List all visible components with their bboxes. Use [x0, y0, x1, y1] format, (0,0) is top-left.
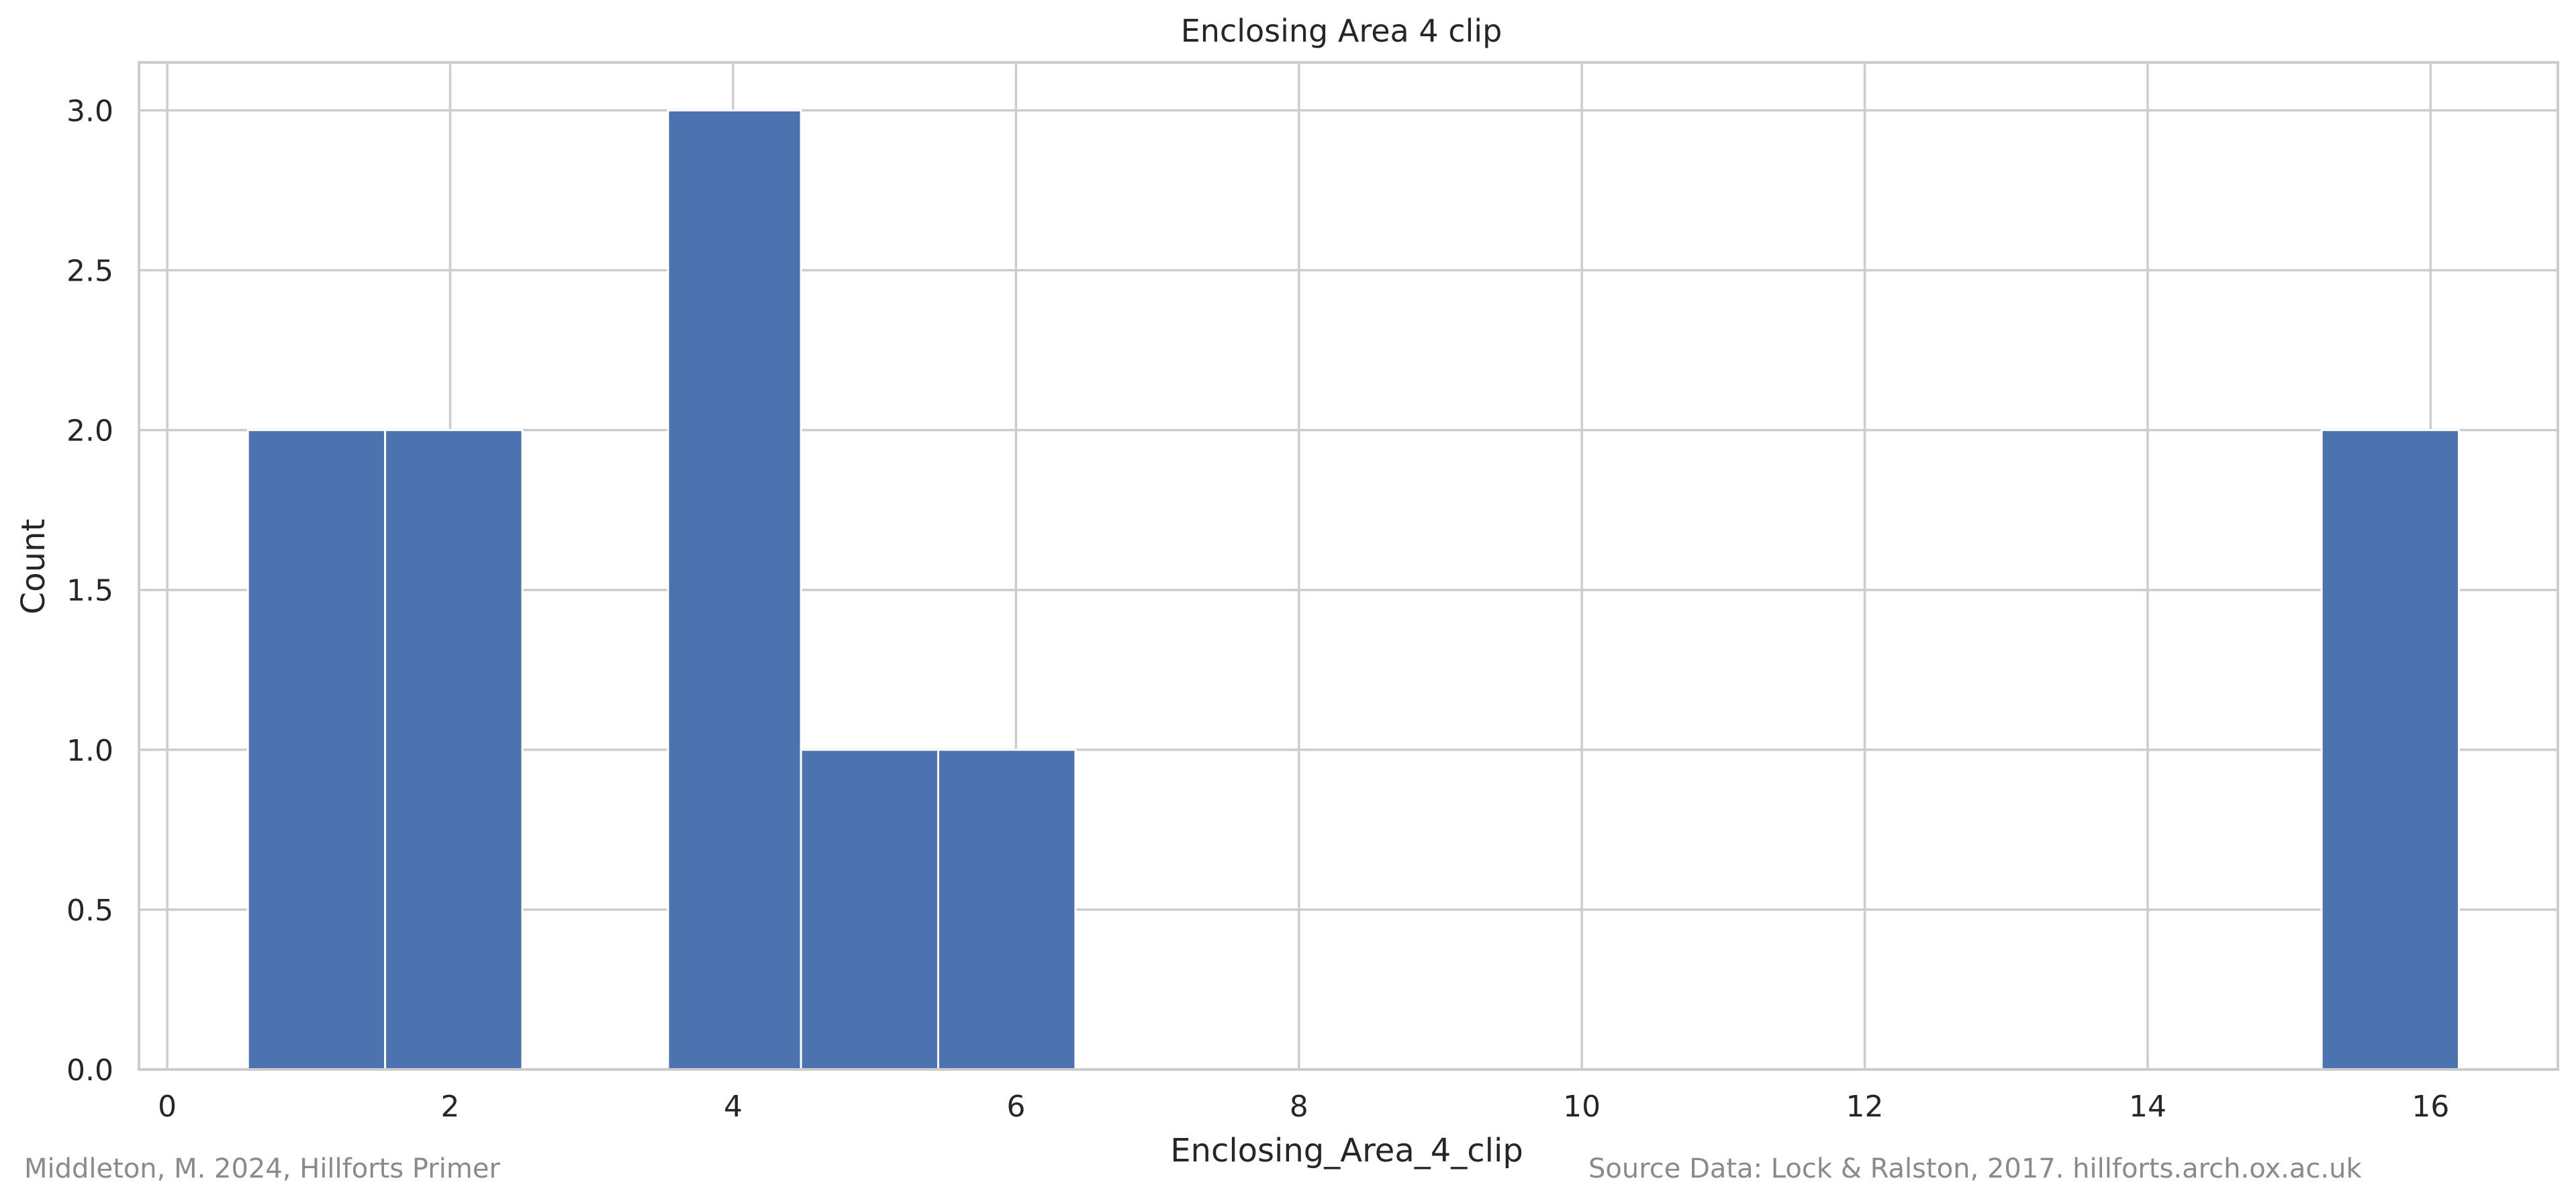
- y-tick-label: 3.0: [66, 94, 113, 128]
- histogram-bar: [800, 749, 939, 1071]
- footer-source: Source Data: Lock & Ralston, 2017. hillf…: [1588, 1153, 2362, 1184]
- histogram-bars: [246, 109, 2461, 1071]
- y-axis-label: Count: [15, 519, 52, 615]
- y-tick-label: 0.0: [66, 1053, 113, 1088]
- y-tick-label: 2.0: [66, 414, 113, 448]
- x-axis-label: Enclosing_Area_4_clip: [1170, 1132, 1523, 1170]
- x-tick-label: 8: [1290, 1090, 1308, 1124]
- histogram-bar: [937, 749, 1077, 1071]
- x-tick-label: 12: [1846, 1090, 1884, 1124]
- y-tick-label: 2.5: [66, 254, 113, 289]
- y-tick-label: 1.0: [66, 734, 113, 768]
- x-tick-label: 4: [724, 1090, 743, 1124]
- footer-credit: Middleton, M. 2024, Hillforts Primer: [24, 1153, 500, 1184]
- chart-title: Enclosing Area 4 clip: [1181, 13, 1502, 49]
- y-tick-labels: 0.0 0.5 1.0 1.5 2.0 2.5 3.0: [66, 94, 113, 1088]
- histogram-bar: [667, 109, 802, 1071]
- x-tick-label: 16: [2412, 1090, 2449, 1124]
- histogram-bar: [2320, 429, 2461, 1071]
- histogram-bar: [246, 429, 387, 1071]
- plot-frame: [138, 61, 2559, 1071]
- x-tick-label: 2: [441, 1090, 460, 1124]
- x-tick-label: 10: [1563, 1090, 1601, 1124]
- x-tick-labels: 0 2 4 6 8 10 12 14 16: [158, 1090, 2449, 1124]
- histogram-bar: [384, 429, 524, 1071]
- x-tick-label: 14: [2129, 1090, 2166, 1124]
- x-tick-label: 6: [1006, 1090, 1025, 1124]
- x-tick-label: 0: [158, 1090, 177, 1124]
- y-tick-label: 0.5: [66, 894, 113, 928]
- y-tick-label: 1.5: [66, 574, 113, 608]
